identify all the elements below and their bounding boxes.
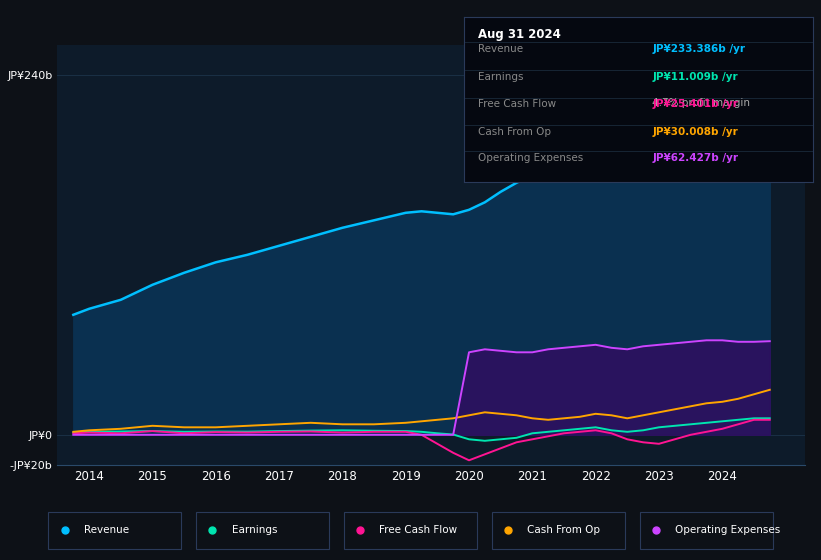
Text: Operating Expenses: Operating Expenses <box>675 525 780 535</box>
Text: 4.7% profit margin: 4.7% profit margin <box>653 98 750 108</box>
Text: Cash From Op: Cash From Op <box>527 525 600 535</box>
Text: Revenue: Revenue <box>478 44 523 54</box>
Text: JP¥25.401b /yr: JP¥25.401b /yr <box>653 100 738 109</box>
Text: Operating Expenses: Operating Expenses <box>478 153 583 163</box>
Text: Free Cash Flow: Free Cash Flow <box>379 525 457 535</box>
Text: JP¥11.009b /yr: JP¥11.009b /yr <box>653 72 738 82</box>
Text: JP¥62.427b /yr: JP¥62.427b /yr <box>653 153 738 163</box>
Text: Revenue: Revenue <box>84 525 129 535</box>
Text: Earnings: Earnings <box>232 525 277 535</box>
Text: JP¥233.386b /yr: JP¥233.386b /yr <box>653 44 745 54</box>
Text: JP¥30.008b /yr: JP¥30.008b /yr <box>653 127 738 137</box>
Text: Free Cash Flow: Free Cash Flow <box>478 100 556 109</box>
Text: Cash From Op: Cash From Op <box>478 127 551 137</box>
Text: Aug 31 2024: Aug 31 2024 <box>478 27 561 40</box>
Text: Earnings: Earnings <box>478 72 523 82</box>
